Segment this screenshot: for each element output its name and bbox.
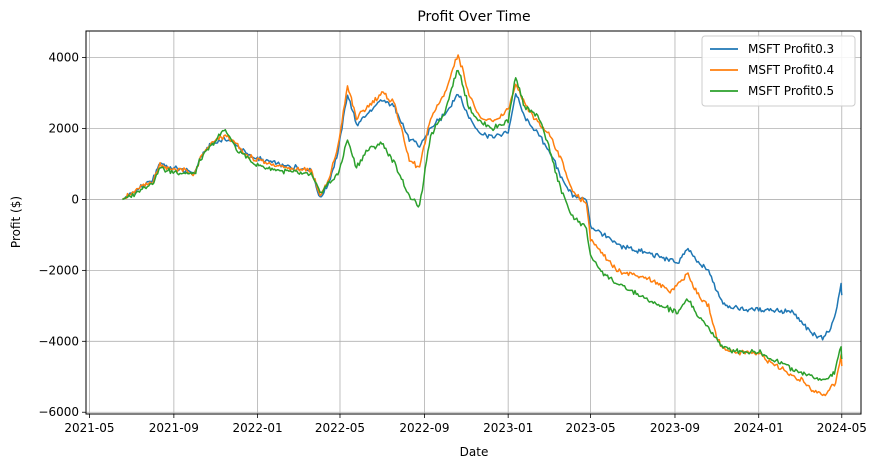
- x-tick-label-2: 2022-01: [233, 421, 283, 435]
- y-tick-label-3: 0: [71, 192, 79, 206]
- plot-frame: [85, 30, 862, 415]
- y-axis-title: Profit ($): [9, 196, 23, 248]
- y-tick-label-2: −2000: [38, 263, 79, 277]
- x-axis-title: Date: [460, 445, 489, 459]
- legend-label-0: MSFT Profit0.3: [748, 42, 834, 56]
- x-tick-label-1: 2021-09: [149, 421, 199, 435]
- y-tick-label-5: 4000: [48, 51, 79, 65]
- x-tick-label-3: 2022-05: [315, 421, 365, 435]
- x-tick-label-6: 2023-05: [565, 421, 615, 435]
- x-tick-label-7: 2023-09: [650, 421, 700, 435]
- grid: [86, 31, 861, 414]
- x-tick-label-4: 2022-09: [399, 421, 449, 435]
- y-tick-label-0: −6000: [38, 405, 79, 419]
- chart-title: Profit Over Time: [417, 9, 530, 25]
- series-line-0: [122, 93, 843, 341]
- legend: MSFT Profit0.3 MSFT Profit0.4 MSFT Profit0…: [701, 35, 856, 107]
- series-line-2: [122, 69, 843, 381]
- x-tick-label-9: 2024-05: [817, 421, 867, 435]
- x-tick-label-8: 2024-01: [734, 421, 784, 435]
- x-axis: 2021-05 2021-09 2022-01 2022-05 2022-09 2023-…: [64, 414, 867, 435]
- legend-box: [701, 35, 856, 107]
- y-axis: −6000 −4000 −2000 0 2000 4000: [38, 51, 86, 419]
- y-tick-label-1: −4000: [38, 334, 79, 348]
- y-tick-label-4: 2000: [48, 122, 79, 136]
- legend-label-1: MSFT Profit0.4: [748, 63, 834, 77]
- x-tick-label-0: 2021-05: [64, 421, 114, 435]
- series-group: [122, 54, 843, 397]
- x-tick-label-5: 2023-01: [483, 421, 533, 435]
- legend-label-2: MSFT Profit0.5: [748, 84, 834, 98]
